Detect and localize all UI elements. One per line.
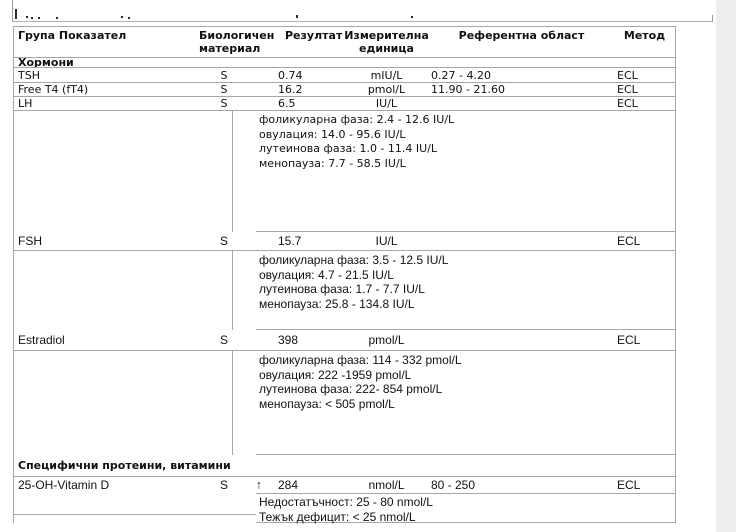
section-row-hormones: Хормони: [14, 58, 675, 68]
text-remnant-mark: [128, 17, 130, 19]
detail-line: овулация: 14.0 - 95.6 IU/L: [259, 127, 406, 141]
table-row-estradiol: Estradiol S 398 pmol/L ECL: [14, 330, 675, 351]
analyte-name: Estradiol: [18, 333, 65, 347]
method-value: ECL: [617, 68, 638, 82]
method-value: ECL: [617, 478, 641, 492]
detail-line: менопауза: 25.8 - 134.8 IU/L: [259, 297, 415, 312]
detail-line: фоликуларна фаза: 2.4 - 12.6 IU/L: [259, 113, 455, 126]
details-left-spacer: [14, 351, 233, 455]
result-value: 15.7: [278, 234, 302, 248]
detail-line: овулация: 4.7 - 21.5 IU/L: [259, 267, 394, 282]
details-box: фоликуларна фаза: 114 - 332 pmol/L овула…: [256, 351, 675, 455]
details-box: фоликуларна фаза: 3.5 - 12.5 IU/L овулац…: [256, 251, 675, 330]
material-value: S: [220, 97, 228, 110]
table-row-tsh: TSH S 0.74 mIU/L 0.27 - 4.20 ECL: [14, 68, 675, 83]
results-table: Група Показател Биологичен материал Резу…: [13, 26, 676, 524]
analyte-name: FSH: [18, 234, 42, 248]
detail-line: фоликуларна фаза: 114 - 332 pmol/L: [259, 353, 462, 367]
detail-line: лутеинова фаза: 1.7 - 7.7 IU/L: [259, 282, 425, 297]
analyte-name: 25-OH-Vitamin D: [18, 478, 110, 492]
header-group: Група Показател: [18, 29, 127, 42]
detail-line: менопауза: 7.7 - 58.5 IU/L: [259, 157, 406, 171]
detail-line: овулация: 222 -1959 pmol/L: [259, 367, 412, 382]
material-value: S: [219, 234, 228, 248]
method-value: ECL: [617, 97, 638, 110]
reference-details-estradiol: фоликуларна фаза: 114 - 332 pmol/L овула…: [14, 351, 675, 455]
reference-details-fsh: фоликуларна фаза: 3.5 - 12.5 IU/L овулац…: [14, 251, 675, 330]
header-method: Метод: [623, 29, 666, 42]
text-remnant-mark: [26, 16, 28, 18]
result-value: 16.2: [278, 83, 303, 96]
analyte-name: LH: [18, 97, 33, 110]
header-result: Резултат: [285, 29, 343, 42]
unit-value: pmol/L: [367, 83, 406, 96]
text-remnant-mark: [121, 16, 123, 18]
table-row-vitamin-d: 25-OH-Vitamin D S ↑ 284 nmol/L 80 - 250 …: [14, 477, 675, 493]
text-remnant-mark: [31, 17, 33, 19]
unit-value: nmol/L: [368, 478, 405, 492]
right-gutter: [716, 0, 736, 532]
result-value: 398: [278, 333, 299, 347]
text-remnant-mark: [411, 16, 413, 18]
table-row-ft4: Free T4 (fT4) S 16.2 pmol/L 11.90 - 21.6…: [14, 83, 675, 97]
result-value: 6.5: [278, 97, 296, 110]
result-value: 0.74: [278, 68, 303, 82]
reference-details-vitamin-d: Недостатъчност: 25 - 80 nmol/L Тежък деф…: [14, 493, 675, 524]
details-box: фоликуларна фаза: 2.4 - 12.6 IU/L овулац…: [256, 111, 675, 232]
reference-range: 80 - 250: [431, 478, 476, 492]
material-value: S: [220, 68, 228, 82]
text-remnant-mark: [38, 17, 40, 19]
header-reference: Референтна област: [458, 29, 585, 42]
analyte-name: TSH: [18, 68, 40, 82]
reference-details-lh: фоликуларна фаза: 2.4 - 12.6 IU/L овулац…: [14, 111, 675, 232]
detail-line: фоликуларна фаза: 3.5 - 12.5 IU/L: [259, 253, 449, 267]
details-box: Недостатъчност: 25 - 80 nmol/L Тежък деф…: [256, 493, 675, 524]
details-left-spacer: [14, 251, 233, 330]
unit-value: pmol/L: [368, 333, 405, 347]
detail-line: Недостатъчност: 25 - 80 nmol/L: [259, 495, 433, 509]
text-remnant-mark: [15, 9, 17, 19]
detail-line: менопауза: < 505 pmol/L: [259, 397, 395, 412]
reference-range: 11.90 - 21.60: [431, 83, 505, 96]
details-left-spacer: [14, 493, 256, 515]
section-title: Специфични протеини, витамини: [18, 459, 231, 472]
detail-line: лутеинова фаза: 1.0 - 11.4 IU/L: [259, 142, 438, 156]
result-number: 284: [278, 478, 299, 492]
method-value: ECL: [617, 234, 641, 248]
detail-line: Тежък дефицит: < 25 nmol/L: [259, 510, 416, 524]
unit-value: IU/L: [375, 234, 398, 248]
result-value: ↑ 284: [249, 478, 344, 492]
section-row-proteins-vitamins: Специфични протеини, витамини: [14, 455, 675, 477]
unit-value: IU/L: [375, 97, 398, 110]
section-title: Хормони: [18, 58, 74, 68]
material-value: S: [219, 478, 228, 492]
detail-line: лутеинова фаза: 222- 854 pmol/L: [259, 382, 443, 397]
text-remnant-mark: [296, 15, 298, 18]
unit-value: mIU/L: [370, 68, 403, 82]
material-value: S: [220, 83, 228, 96]
reference-range: 0.27 - 4.20: [431, 68, 491, 82]
header-unit: Измерителна единица: [344, 29, 429, 55]
method-value: ECL: [617, 333, 641, 347]
table-header-row: Група Показател Биологичен материал Резу…: [14, 27, 675, 58]
table-row-lh: LH S 6.5 IU/L ECL: [14, 97, 675, 111]
analyte-name: Free T4 (fT4): [18, 83, 89, 96]
header-material: Биологичен материал: [199, 29, 275, 55]
material-value: S: [219, 333, 228, 347]
method-value: ECL: [617, 83, 638, 96]
high-result-arrow-icon: ↑: [256, 477, 262, 492]
clipped-row-remnant: [12, 0, 712, 22]
table-row-fsh: FSH S 15.7 IU/L ECL: [14, 232, 675, 251]
details-left-spacer: [14, 111, 233, 232]
text-remnant-mark: [56, 17, 58, 19]
clipped-row-right-border: [712, 15, 713, 22]
